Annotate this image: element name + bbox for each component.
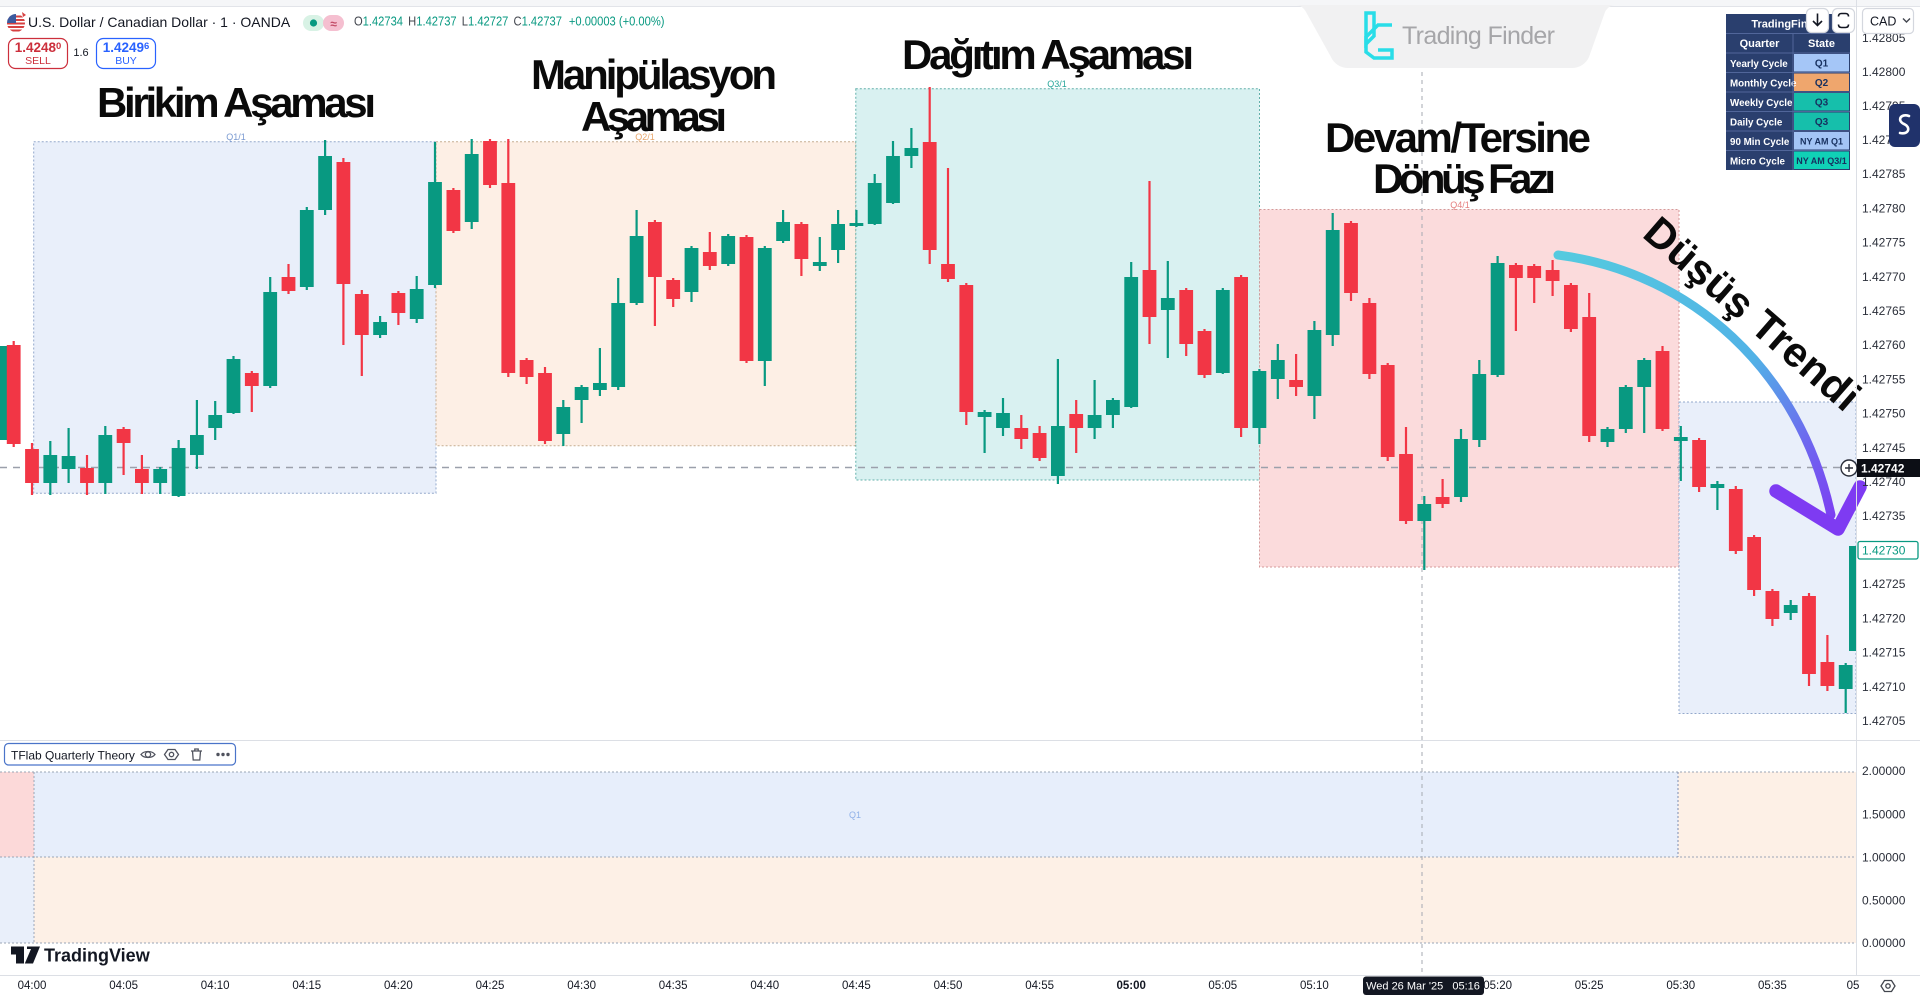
svg-text:1.42765: 1.42765 bbox=[1862, 304, 1906, 318]
svg-text:05:30: 05:30 bbox=[1666, 980, 1695, 992]
svg-text:1.42735: 1.42735 bbox=[1862, 509, 1906, 523]
svg-text:05:10: 05:10 bbox=[1300, 980, 1329, 992]
svg-text:2.00000: 2.00000 bbox=[1862, 764, 1906, 778]
svg-text:05:25: 05:25 bbox=[1575, 980, 1604, 992]
svg-text:04:10: 04:10 bbox=[201, 980, 230, 992]
svg-text:04:35: 04:35 bbox=[659, 980, 688, 992]
svg-text:Q2/1: Q2/1 bbox=[635, 132, 655, 142]
svg-text:1.42740: 1.42740 bbox=[1862, 475, 1906, 489]
svg-text:CAD: CAD bbox=[1870, 15, 1896, 29]
svg-text:SELL: SELL bbox=[25, 55, 51, 67]
svg-text:04:55: 04:55 bbox=[1025, 980, 1054, 992]
svg-text:90 Min Cycle: 90 Min Cycle bbox=[1730, 137, 1790, 148]
svg-text:04:50: 04:50 bbox=[934, 980, 963, 992]
svg-text:05:00: 05:00 bbox=[1116, 980, 1145, 992]
svg-text:Q4/1: Q4/1 bbox=[1450, 200, 1470, 210]
svg-text:1.42720: 1.42720 bbox=[1862, 612, 1906, 626]
svg-text:Daily Cycle: Daily Cycle bbox=[1730, 117, 1783, 128]
svg-text:1.50000: 1.50000 bbox=[1862, 808, 1906, 822]
svg-text:1.42760: 1.42760 bbox=[1862, 338, 1906, 352]
svg-text:≈: ≈ bbox=[330, 17, 337, 31]
svg-text:U.S. Dollar / Canadian Dollar: U.S. Dollar / Canadian Dollar · 1 · OAND… bbox=[28, 14, 291, 30]
svg-text:1.42750: 1.42750 bbox=[1862, 407, 1906, 421]
svg-text:Micro Cycle: Micro Cycle bbox=[1730, 156, 1786, 167]
svg-text:0.00000: 0.00000 bbox=[1862, 936, 1906, 950]
svg-text:04:25: 04:25 bbox=[476, 980, 505, 992]
svg-text:1.42805: 1.42805 bbox=[1862, 31, 1906, 45]
svg-text:04:45: 04:45 bbox=[842, 980, 871, 992]
svg-text:Birikim Aşaması: Birikim Aşaması bbox=[97, 79, 376, 126]
svg-text:1.42710: 1.42710 bbox=[1862, 680, 1906, 694]
svg-text:1.42800: 1.42800 bbox=[1862, 65, 1906, 79]
svg-text:Dönüş Fazı: Dönüş Fazı bbox=[1373, 155, 1556, 202]
svg-text:Q1: Q1 bbox=[1815, 59, 1829, 70]
svg-text:05:20: 05:20 bbox=[1483, 980, 1512, 992]
svg-text:04:15: 04:15 bbox=[292, 980, 321, 992]
svg-text:1.42780: 1.42780 bbox=[1862, 202, 1906, 216]
svg-text:05: 05 bbox=[1847, 980, 1860, 992]
svg-text:Q2: Q2 bbox=[1815, 78, 1829, 89]
svg-text:1.42705: 1.42705 bbox=[1862, 714, 1906, 728]
svg-text:1.42775: 1.42775 bbox=[1862, 236, 1906, 250]
svg-text:1.42480: 1.42480 bbox=[15, 40, 62, 55]
svg-text:1.42745: 1.42745 bbox=[1862, 441, 1906, 455]
svg-text:TFlab Quarterly Theory: TFlab Quarterly Theory bbox=[11, 749, 135, 763]
svg-text:05:35: 05:35 bbox=[1758, 980, 1787, 992]
svg-text:Q1: Q1 bbox=[849, 810, 861, 820]
svg-text:Weekly Cycle: Weekly Cycle bbox=[1730, 98, 1793, 109]
svg-text:TradingView: TradingView bbox=[44, 946, 151, 966]
svg-text:Yearly Cycle: Yearly Cycle bbox=[1730, 59, 1788, 70]
svg-text:Quarter: Quarter bbox=[1740, 38, 1780, 50]
svg-text:Dağıtım Aşaması: Dağıtım Aşaması bbox=[902, 31, 1194, 78]
svg-text:NY AM Q3/1: NY AM Q3/1 bbox=[1796, 156, 1847, 166]
svg-text:1.42725: 1.42725 bbox=[1862, 577, 1906, 591]
svg-text:1.6: 1.6 bbox=[73, 47, 88, 59]
svg-text:1.42785: 1.42785 bbox=[1862, 167, 1906, 181]
svg-text:Q1/1: Q1/1 bbox=[226, 132, 246, 142]
svg-text:Aşaması: Aşaması bbox=[581, 93, 727, 140]
svg-text:Monthly Cycle: Monthly Cycle bbox=[1730, 78, 1797, 89]
svg-text:Trading Finder: Trading Finder bbox=[1402, 22, 1555, 50]
svg-text:NY AM Q1: NY AM Q1 bbox=[1800, 137, 1843, 147]
svg-text:BUY: BUY bbox=[115, 55, 137, 67]
svg-text:04:20: 04:20 bbox=[384, 980, 413, 992]
svg-text:Q3: Q3 bbox=[1815, 98, 1829, 109]
svg-text:1.42755: 1.42755 bbox=[1862, 373, 1906, 387]
svg-text:1.42715: 1.42715 bbox=[1862, 646, 1906, 660]
svg-text:Wed 26 Mar '25 05:16: Wed 26 Mar '25 05:16 bbox=[1366, 981, 1480, 993]
svg-text:Devam/Tersine: Devam/Tersine bbox=[1325, 114, 1591, 161]
svg-text:0.50000: 0.50000 bbox=[1862, 894, 1906, 908]
svg-text:State: State bbox=[1808, 38, 1835, 50]
svg-text:Q3/1: Q3/1 bbox=[1047, 79, 1067, 89]
svg-text:1.00000: 1.00000 bbox=[1862, 851, 1906, 865]
svg-text:1.42742: 1.42742 bbox=[1861, 462, 1905, 476]
svg-text:1.42770: 1.42770 bbox=[1862, 270, 1906, 284]
svg-text:Q3: Q3 bbox=[1815, 117, 1829, 128]
svg-text:Manipülasyon: Manipülasyon bbox=[531, 51, 777, 98]
svg-text:04:00: 04:00 bbox=[18, 980, 47, 992]
svg-text:1.42730: 1.42730 bbox=[1862, 544, 1906, 558]
svg-text:1.42496: 1.42496 bbox=[103, 40, 150, 55]
svg-text:04:40: 04:40 bbox=[750, 980, 779, 992]
svg-text:04:30: 04:30 bbox=[567, 980, 596, 992]
svg-text:05:05: 05:05 bbox=[1208, 980, 1237, 992]
svg-text:04:05: 04:05 bbox=[109, 980, 138, 992]
